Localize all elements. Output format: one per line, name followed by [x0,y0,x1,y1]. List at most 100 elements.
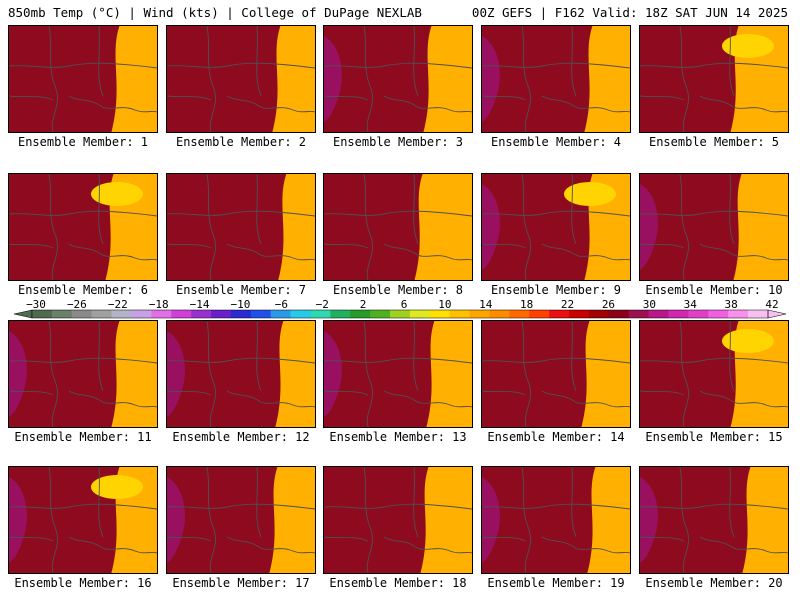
boundary-line [383,95,472,113]
ensemble-member-map [639,466,789,574]
colorbar-segment [449,310,470,318]
colorbar-segment [51,310,73,318]
colorbar-tick-label: −2 [316,298,329,311]
boundary-line [521,467,531,573]
boundary-line [98,467,104,538]
boundary-line [68,536,157,554]
colorbar-segment [230,310,252,318]
ensemble-member-label: Ensemble Member: 15 [645,430,783,444]
colorbar-outline [31,309,769,319]
boundary-line [541,536,630,554]
colorbar-tick-label: 22 [561,298,574,311]
boundary-line [167,95,212,101]
ensemble-member-map [8,25,158,133]
boundary-line [48,26,58,132]
colorbar-segment [549,310,570,318]
colorbar-tick-label: 34 [684,298,698,311]
temperature-colorbar: −30 −26 −22 −18 −14 −10 −6 −2 2 6 10 14 18 22 26 30 34 38… [13,298,787,319]
ensemble-member-map [481,25,631,133]
boundary-line [206,321,216,427]
boundary-line [363,174,373,280]
boundary-line [226,536,315,554]
ensemble-member-label: Ensemble Member: 14 [487,430,625,444]
boundary-line [167,503,315,510]
boundary-line [679,26,689,132]
boundary-line [699,95,788,113]
colorbar-segment [290,310,311,318]
boundary-line [729,26,735,97]
colorbar-segment [529,310,550,318]
colorbar-tick-label: −22 [108,298,128,311]
colorbar-segment [489,310,510,318]
boundary-line [729,321,735,392]
ensemble-member-label: Ensemble Member: 8 [332,283,464,297]
hot-core-region [640,477,658,563]
boundary-line [226,390,315,408]
boundary-line [167,390,212,396]
boundary-line [98,174,104,245]
ensemble-member-map [166,173,316,281]
colorbar-tick-label: 10 [438,298,451,311]
boundary-line [167,357,315,364]
colorbar-segment [569,310,590,318]
colorbar-segment [668,310,689,318]
colorbar-segment [171,310,192,318]
colorbar-tick-label: 2 [360,298,367,311]
boundary-line [699,536,788,554]
boundary-line [324,357,472,364]
boundary-line [256,174,262,245]
colorbar-segment [211,310,232,318]
colorbar-segment [748,310,769,318]
boundary-line [68,243,157,261]
colorbar-segment [728,310,749,318]
hot-core-region [324,36,342,122]
boundary-line [640,390,685,396]
boundary-line [256,26,262,97]
colorbar-segment [509,310,530,318]
model-run-info: 00Z GEFS | F162 Valid: 18Z SAT JUN 14 20… [471,5,788,20]
boundary-line [324,62,472,69]
ensemble-member-map [639,320,789,428]
ensemble-member-label: Ensemble Member: 19 [487,576,625,590]
boundary-line [68,390,157,408]
temperature-band [167,26,209,132]
boundary-line [324,243,369,249]
boundary-line [383,390,472,408]
colorbar-segment [370,310,391,318]
ensemble-member-label: Ensemble Member: 13 [329,430,467,444]
colorbar-tick-label: 26 [602,298,615,311]
boundary-line [383,243,472,261]
boundary-line [9,357,157,364]
ensemble-member-map [323,173,473,281]
boundary-line [482,357,630,364]
colorbar-right-arrow [767,309,787,319]
colorbar-segment [270,310,291,318]
hot-core-region [9,331,27,417]
ensemble-member-label: Ensemble Member: 7 [175,283,307,297]
boundary-line [226,95,315,113]
boundary-line [167,62,315,69]
hot-core-region [482,477,500,563]
boundary-line [324,210,472,217]
boundary-line [98,26,104,97]
boundary-line [9,390,54,396]
boundary-line [541,390,630,408]
colorbar-segment [350,310,371,318]
ensemble-member-map [639,173,789,281]
boundary-line [729,467,735,538]
colorbar-segment [708,310,729,318]
boundary-line [482,243,527,249]
hot-core-region [167,331,185,417]
ensemble-member-map [639,25,789,133]
ensemble-member-label: Ensemble Member: 20 [645,576,783,590]
ensemble-member-label: Ensemble Member: 16 [14,576,152,590]
boundary-line [571,174,577,245]
boundary-line [640,536,685,542]
boundary-line [571,467,577,538]
boundary-line [167,536,212,542]
colorbar-tick-label: −6 [275,298,288,311]
temperature-band [9,26,48,132]
colorbar-segment [330,310,351,318]
colorbar-segment [390,310,411,318]
boundary-line [571,26,577,97]
